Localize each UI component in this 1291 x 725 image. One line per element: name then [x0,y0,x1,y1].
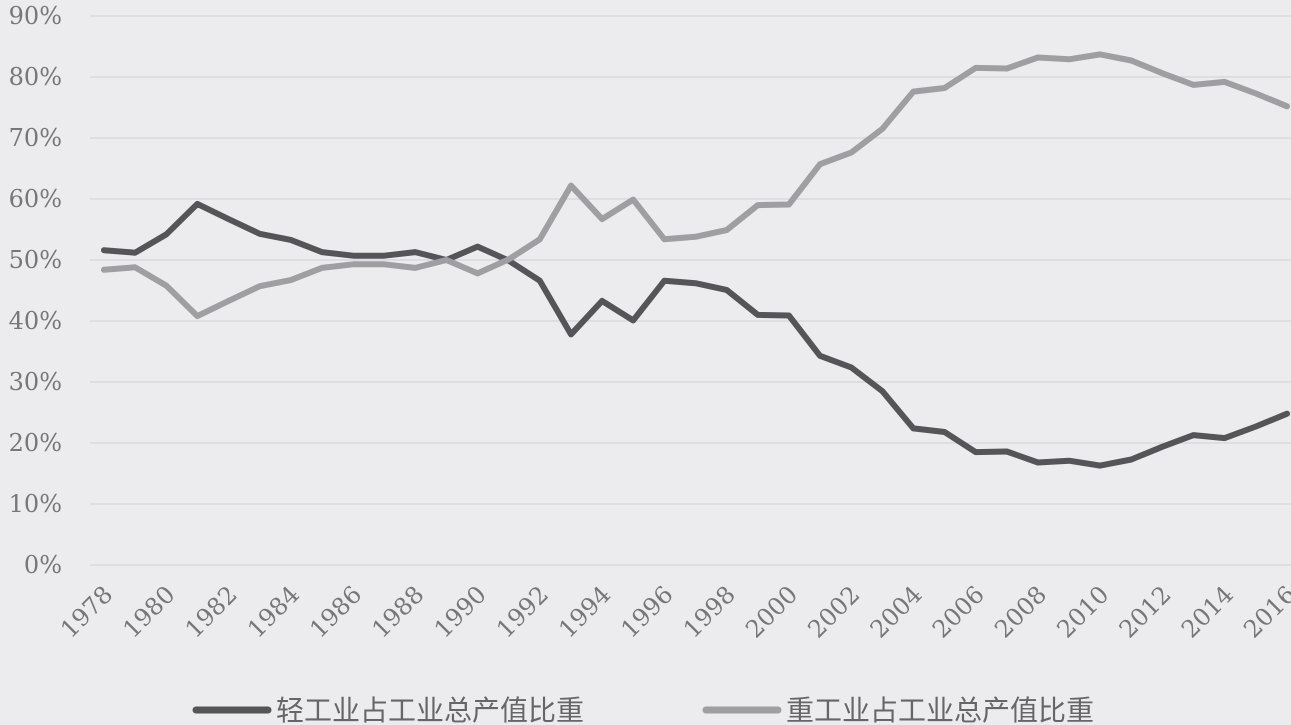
x-tick-label: 1988 [367,580,430,643]
x-tick-label: 2014 [1176,580,1239,643]
legend-label: 轻工业占工业总产值比重 [276,694,584,725]
x-tick-label: 1996 [616,580,679,643]
x-tick-label: 2006 [927,580,990,643]
gridlines [90,15,1291,566]
x-tick-label: 2004 [865,580,928,643]
series-line-2 [101,51,1290,320]
x-tick-label: 1994 [553,580,616,643]
x-axis-ticks: 1978 1980 1982 1984 1986 1988 1990 1992 1994 1996… [55,580,1291,643]
series-line-1 [101,200,1290,469]
x-tick-label: 1998 [678,580,741,643]
x-tick-label: 1984 [242,580,305,643]
x-tick-label: 1990 [429,580,492,643]
series-lines [101,51,1290,469]
x-tick-label: 2010 [1051,580,1114,643]
x-tick-label: 2016 [1238,580,1291,643]
y-tick-label: 20% [9,429,62,457]
y-tick-label: 10% [9,490,62,518]
y-tick-label: 60% [9,185,62,213]
y-tick-label: 0% [24,551,62,579]
y-axis-ticks: 0% 10% 20% 30% 40% 50% 60% 70% 80% 90% [9,2,62,579]
x-tick-label: 2008 [989,580,1052,643]
y-tick-label: 80% [9,63,62,91]
x-tick-label: 2002 [802,580,865,643]
x-tick-label: 1992 [491,580,554,643]
x-tick-label: 2000 [740,580,803,643]
x-tick-label: 1982 [180,580,243,643]
x-tick-label: 1978 [55,580,118,643]
x-tick-label: 2012 [1114,580,1177,643]
y-tick-label: 40% [9,307,62,335]
x-tick-label: 1980 [118,580,181,643]
y-tick-label: 90% [9,2,62,30]
y-tick-label: 50% [9,246,62,274]
y-tick-label: 30% [9,368,62,396]
y-tick-label: 70% [9,124,62,152]
legend: 轻工业占工业总产值比重 重工业占工业总产值比重 [192,694,1094,725]
x-tick-label: 1986 [304,580,367,643]
legend-label: 重工业占工业总产值比重 [786,694,1094,725]
